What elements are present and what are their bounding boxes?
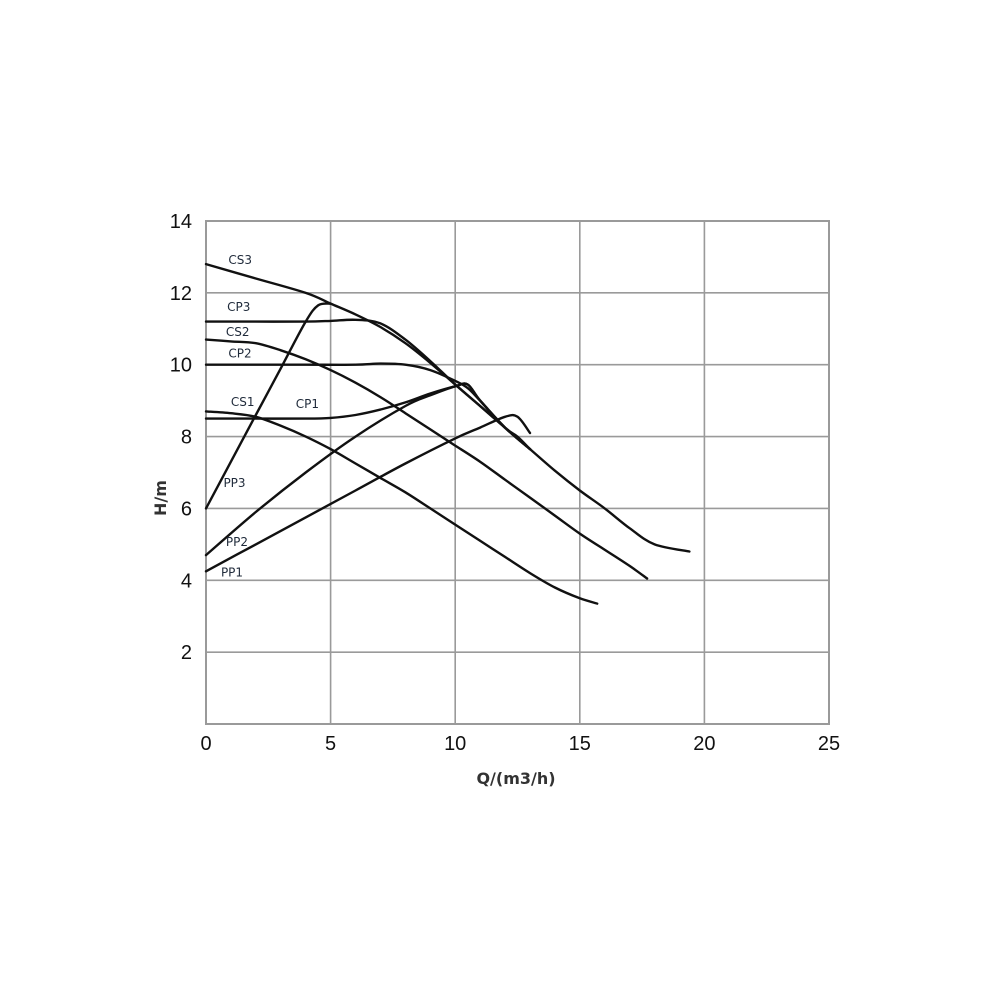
y-tick-label: 12 bbox=[170, 283, 192, 305]
x-tick-label: 20 bbox=[693, 733, 715, 755]
x-tick-label: 5 bbox=[325, 733, 336, 755]
y-axis-title: H/m bbox=[151, 480, 170, 516]
series-label-cs3: CS3 bbox=[228, 253, 252, 267]
series-label-cp3: CP3 bbox=[227, 300, 250, 314]
x-tick-label: 15 bbox=[569, 733, 591, 755]
series-label-cp1: CP1 bbox=[296, 397, 319, 411]
x-axis-ticks: 0 5 10 15 20 25 bbox=[200, 733, 840, 755]
x-tick-label: 10 bbox=[444, 733, 466, 755]
series-label-pp3: PP3 bbox=[223, 476, 245, 490]
series-line-pp1 bbox=[204, 413, 532, 573]
plot-frame bbox=[205, 220, 830, 725]
series-label-pp2: PP2 bbox=[226, 535, 248, 549]
series-label-cp2: CP2 bbox=[228, 347, 251, 361]
series-line-pp3 bbox=[204, 302, 332, 510]
x-tick-label: 25 bbox=[818, 733, 840, 755]
x-tick-label: 0 bbox=[200, 733, 211, 755]
series-label-pp1: PP1 bbox=[221, 566, 243, 580]
series-labels: CS3 CP3 CS2 CP2 CS1 CP1 PP3 PP2 PP1 bbox=[221, 253, 319, 580]
y-tick-label: 2 bbox=[181, 642, 192, 664]
x-axis-title: Q/(m3/h) bbox=[476, 769, 555, 788]
series-line-cs2 bbox=[204, 338, 649, 580]
y-tick-label: 10 bbox=[170, 355, 192, 377]
series-line-pp2 bbox=[204, 382, 532, 557]
series-line-cs1 bbox=[204, 410, 599, 605]
y-tick-label: 8 bbox=[181, 427, 192, 449]
grid-lines bbox=[206, 221, 829, 724]
y-tick-label: 6 bbox=[181, 498, 192, 520]
series-label-cs2: CS2 bbox=[226, 325, 250, 339]
series-label-cs1: CS1 bbox=[231, 395, 255, 409]
y-axis-ticks: 2 4 6 8 10 12 14 bbox=[170, 211, 192, 664]
y-tick-label: 14 bbox=[170, 211, 192, 233]
y-tick-label: 4 bbox=[181, 570, 192, 592]
series-line-cp3 bbox=[204, 318, 532, 451]
series-lines bbox=[204, 262, 691, 605]
